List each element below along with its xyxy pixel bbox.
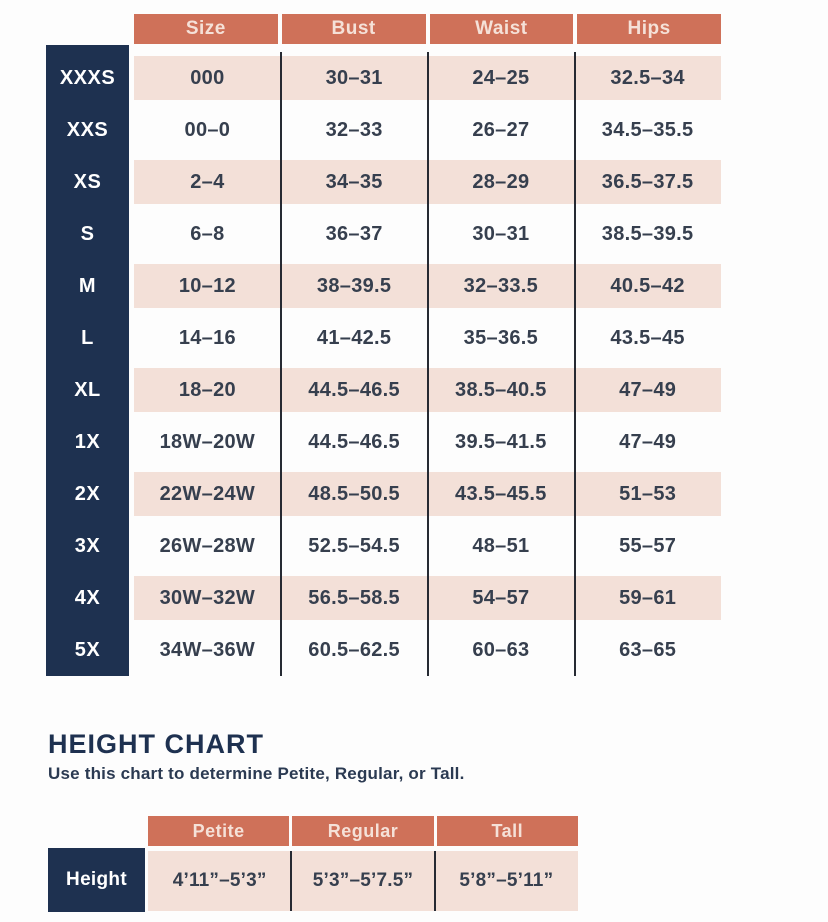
size-label-xxxs: XXXS <box>59 66 116 89</box>
height-row-label: Height <box>48 848 145 912</box>
size-cell: 47–49 <box>619 430 677 453</box>
size-label-1x: 1X <box>74 430 101 453</box>
size-cell: 59–61 <box>619 586 677 609</box>
size-cell: 30–31 <box>325 66 383 89</box>
size-cell: 41–42.5 <box>316 326 392 349</box>
size-label-3x: 3X <box>74 534 101 557</box>
size-cell: 00–0 <box>184 118 231 141</box>
size-cell: 34.5–35.5 <box>601 118 694 141</box>
size-cell: 44.5–46.5 <box>308 378 400 401</box>
size-cell: 6–8 <box>190 222 225 245</box>
size-cell: 52.5–54.5 <box>308 534 400 557</box>
size-label-4x: 4X <box>74 586 101 609</box>
size-cell: 47–49 <box>619 378 677 401</box>
column-header-bust: Bust <box>281 14 426 44</box>
size-label-2x: 2X <box>74 482 101 505</box>
height-chart-subtitle: Use this chart to determine Petite, Regu… <box>48 764 465 783</box>
height-table-row: 4’11”–5’3” 5’3”–5’7.5” 5’8”–5’11” <box>148 851 578 911</box>
size-cell: 32–33.5 <box>463 274 539 297</box>
size-cell: 30W–32W <box>159 586 256 609</box>
size-label-xs: XS <box>73 170 102 193</box>
column-divider <box>434 851 436 911</box>
height-chart-title: HEIGHT CHART <box>48 729 264 759</box>
size-label-xxs: XXS <box>66 118 109 141</box>
size-cell: 30–31 <box>472 222 530 245</box>
size-row-1x: 18W–20W 44.5–46.5 39.5–41.5 47–49 <box>134 416 721 468</box>
size-cell: 18–20 <box>178 378 236 401</box>
size-cell: 54–57 <box>472 586 530 609</box>
size-cell: 38.5–40.5 <box>455 378 547 401</box>
height-cell-tall: 5’8”–5’11” <box>459 870 554 891</box>
size-cell: 43.5–45 <box>610 326 685 349</box>
size-row-s: 6–8 36–37 30–31 38.5–39.5 <box>134 208 721 260</box>
size-cell: 44.5–46.5 <box>308 430 400 453</box>
size-table-body: 000 30–31 24–25 32.5–34 00–0 32–33 26–27 34.5–3… <box>134 52 721 676</box>
size-cell: 34–35 <box>325 170 383 193</box>
size-cell: 39.5–41.5 <box>455 430 547 453</box>
column-divider <box>427 52 429 676</box>
column-divider <box>280 52 282 676</box>
size-table-header-row: Size Bust Waist Hips <box>134 14 721 44</box>
size-cell: 14–16 <box>178 326 236 349</box>
size-cell: 22W–24W <box>159 482 256 505</box>
column-header-petite: Petite <box>148 816 290 846</box>
size-cell: 56.5–58.5 <box>308 586 400 609</box>
size-label-xl: XL <box>74 378 101 401</box>
size-cell: 38.5–39.5 <box>601 222 694 245</box>
size-label-l: L <box>81 326 94 349</box>
size-row-3x: 26W–28W 52.5–54.5 48–51 55–57 <box>134 520 721 572</box>
size-cell: 000 <box>190 66 225 89</box>
size-label-m: M <box>78 274 97 297</box>
size-cell: 38–39.5 <box>316 274 392 297</box>
size-cell: 18W–20W <box>159 430 256 453</box>
height-cell-regular: 5’3”–5’7.5” <box>312 870 414 891</box>
size-cell: 34W–36W <box>159 638 256 661</box>
size-cell: 40.5–42 <box>610 274 685 297</box>
size-cell: 51–53 <box>619 482 677 505</box>
height-table-header-row: Petite Regular Tall <box>148 816 578 846</box>
size-cell: 26W–28W <box>159 534 256 557</box>
size-row-l: 14–16 41–42.5 35–36.5 43.5–45 <box>134 312 721 364</box>
size-cell: 24–25 <box>472 66 530 89</box>
size-label-5x: 5X <box>74 638 101 661</box>
size-cell: 35–36.5 <box>463 326 539 349</box>
size-cell: 32–33 <box>325 118 383 141</box>
size-labels-column: XXXS XXS XS S M L XL 1X 2X 3X 4X 5X <box>46 45 129 676</box>
size-cell: 26–27 <box>472 118 530 141</box>
size-cell: 48.5–50.5 <box>308 482 400 505</box>
column-divider <box>574 52 576 676</box>
size-cell: 60–63 <box>472 638 530 661</box>
column-header-hips: Hips <box>577 14 721 44</box>
size-cell: 60.5–62.5 <box>308 638 400 661</box>
column-header-size: Size <box>134 14 278 44</box>
size-label-s: S <box>80 222 95 245</box>
size-cell: 55–57 <box>619 534 677 557</box>
size-cell: 48–51 <box>472 534 530 557</box>
size-cell: 63–65 <box>619 638 677 661</box>
size-cell: 43.5–45.5 <box>455 482 547 505</box>
height-cell-petite: 4’11”–5’3” <box>172 870 267 891</box>
size-cell: 36.5–37.5 <box>601 170 694 193</box>
size-cell: 32.5–34 <box>610 66 685 89</box>
size-cell: 10–12 <box>178 274 236 297</box>
column-header-regular: Regular <box>292 816 434 846</box>
column-divider <box>290 851 292 911</box>
size-cell: 2–4 <box>190 170 225 193</box>
size-row-5x: 34W–36W 60.5–62.5 60–63 63–65 <box>134 624 721 676</box>
column-header-waist: Waist <box>429 14 574 44</box>
size-cell: 36–37 <box>325 222 383 245</box>
size-cell: 28–29 <box>472 170 530 193</box>
column-header-tall: Tall <box>436 816 578 846</box>
size-row-xxs: 00–0 32–33 26–27 34.5–35.5 <box>134 104 721 156</box>
